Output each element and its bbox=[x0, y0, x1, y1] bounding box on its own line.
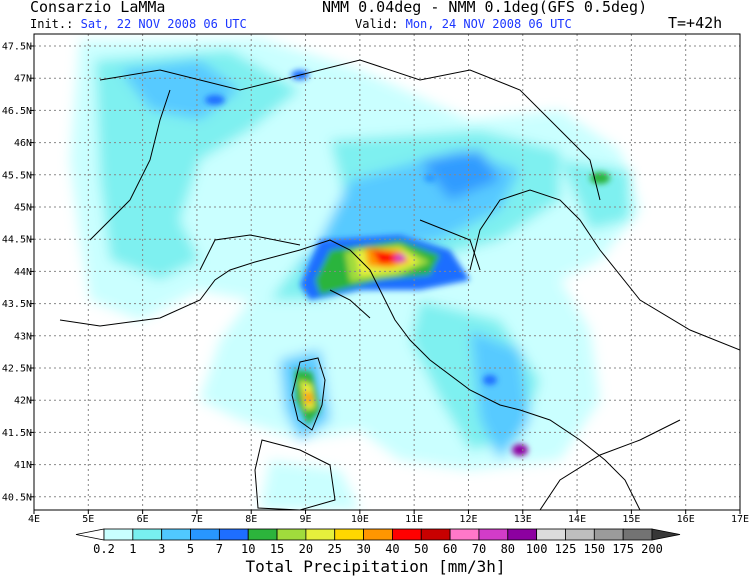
lon-label: 10E bbox=[351, 514, 369, 525]
lon-label: 14E bbox=[568, 514, 586, 525]
legend-swatch bbox=[622, 528, 653, 541]
legend-swatch bbox=[190, 528, 220, 541]
lon-label: 9E bbox=[300, 514, 312, 525]
lat-label: 41N bbox=[14, 460, 32, 471]
init-label: Init.: bbox=[30, 17, 74, 31]
axis-ticks bbox=[30, 45, 741, 514]
legend-swatch bbox=[247, 528, 278, 541]
lon-label: 7E bbox=[191, 514, 203, 525]
legend-swatch bbox=[305, 528, 336, 541]
legend-value-label: 15 bbox=[270, 542, 284, 556]
lon-label: 4E bbox=[28, 514, 40, 525]
lat-label: 40.5N bbox=[2, 492, 32, 503]
legend-swatch bbox=[363, 528, 393, 541]
legend-swatch bbox=[593, 528, 624, 541]
provider-title: Consarzio LaMMa bbox=[30, 0, 166, 16]
lon-label: 8E bbox=[245, 514, 257, 525]
legend-value-label: 20 bbox=[299, 542, 313, 556]
lat-label: 42N bbox=[14, 396, 32, 407]
legend-swatch bbox=[392, 528, 422, 541]
legend-value-label: 60 bbox=[443, 542, 457, 556]
legend-value-label: 10 bbox=[241, 542, 255, 556]
coastlines bbox=[59, 59, 740, 510]
lon-label: 13E bbox=[514, 514, 532, 525]
legend-swatch bbox=[449, 528, 480, 541]
legend-swatch bbox=[420, 528, 451, 541]
color-legend: 0.2 1 3 5 7 10 15 20 25 30 40 50 60 70 80 100 125 150 175 2… bbox=[75, 528, 681, 556]
lon-label: 15E bbox=[622, 514, 640, 525]
legend-value-label: 3 bbox=[158, 542, 165, 556]
legend-value-label: 150 bbox=[583, 542, 605, 556]
legend-value-label: 80 bbox=[501, 542, 515, 556]
legend-swatch bbox=[651, 528, 681, 541]
legend-swatch bbox=[507, 528, 538, 541]
model-title: NMM 0.04deg - NMM 0.1deg(GFS 0.5deg) bbox=[322, 0, 648, 16]
legend-swatch bbox=[75, 528, 105, 541]
lat-label: 46N bbox=[14, 138, 32, 149]
valid-time: Valid: Mon, 24 NOV 2008 06 UTC bbox=[355, 17, 572, 31]
lon-label: 12E bbox=[459, 514, 477, 525]
legend-swatch bbox=[218, 528, 249, 541]
longitude-labels: 4E 5E 6E 7E 8E 9E 10E 11E 12E 13E 14E 15E 16E 17E bbox=[28, 514, 749, 525]
legend-value-label: 125 bbox=[555, 542, 577, 556]
lon-label: 17E bbox=[731, 514, 749, 525]
graticule bbox=[34, 34, 740, 510]
legend-value-label: 50 bbox=[414, 542, 428, 556]
forecast-step: T=+42h bbox=[668, 14, 723, 32]
lat-label: 43.5N bbox=[2, 299, 32, 310]
precipitation-field bbox=[70, 38, 640, 510]
init-time: Init.: Sat, 22 NOV 2008 06 UTC bbox=[30, 17, 247, 31]
latitude-labels: 47.5N 47N 46.5N 46N 45.5N 45N 44.5N 44N 43.5N 43N… bbox=[2, 42, 32, 504]
legend-value-label: 200 bbox=[641, 542, 663, 556]
legend-swatch bbox=[276, 528, 307, 541]
lat-label: 45N bbox=[14, 203, 32, 214]
legend-swatch bbox=[565, 528, 595, 541]
lat-label: 42.5N bbox=[2, 364, 32, 375]
legend-value-label: 40 bbox=[385, 542, 399, 556]
legend-value-label: 25 bbox=[328, 542, 342, 556]
lat-label: 41.5N bbox=[2, 428, 32, 439]
lat-label: 45.5N bbox=[2, 170, 32, 181]
legend-value-label: 1 bbox=[129, 542, 136, 556]
legend-value-label: 175 bbox=[612, 542, 634, 556]
legend-swatch bbox=[536, 528, 566, 541]
lat-label: 46.5N bbox=[2, 106, 32, 117]
legend-value-label: 7 bbox=[216, 542, 223, 556]
legend-value-label: 100 bbox=[526, 542, 548, 556]
lat-label: 44.5N bbox=[2, 235, 32, 246]
lat-label: 43N bbox=[14, 331, 32, 342]
lat-label: 47.5N bbox=[2, 42, 32, 53]
legend-title: Total Precipitation [mm/3h] bbox=[245, 557, 506, 576]
legend-swatch bbox=[132, 528, 163, 541]
lon-label: 16E bbox=[677, 514, 695, 525]
legend-swatch bbox=[334, 528, 364, 541]
legend-swatch bbox=[161, 528, 191, 541]
legend-value-label: 0.2 bbox=[93, 542, 115, 556]
legend-value-label: 70 bbox=[472, 542, 486, 556]
valid-value: Mon, 24 NOV 2008 06 UTC bbox=[405, 17, 572, 31]
lat-label: 47N bbox=[14, 74, 32, 85]
valid-label: Valid: bbox=[355, 17, 399, 31]
init-value: Sat, 22 NOV 2008 06 UTC bbox=[80, 17, 247, 31]
legend-value-label: 30 bbox=[356, 542, 370, 556]
lon-label: 6E bbox=[137, 514, 149, 525]
legend-swatch bbox=[478, 528, 509, 541]
legend-swatch bbox=[103, 528, 134, 541]
legend-value-label: 5 bbox=[187, 542, 194, 556]
lon-label: 11E bbox=[405, 514, 423, 525]
lon-label: 5E bbox=[82, 514, 94, 525]
lat-label: 44N bbox=[14, 267, 32, 278]
map-frame bbox=[33, 33, 741, 511]
